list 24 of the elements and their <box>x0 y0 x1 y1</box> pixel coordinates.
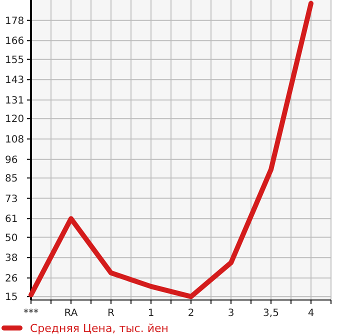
x-tick-label: 3 <box>228 308 234 319</box>
y-tick-label: 131 <box>5 96 24 106</box>
x-tick-label: 3,5 <box>263 308 279 319</box>
y-tick-label: 26 <box>5 273 18 284</box>
y-tick-label: 143 <box>5 75 24 86</box>
y-tick-label: 73 <box>5 194 18 205</box>
y-tick-label: 38 <box>5 253 18 264</box>
x-tick-label: 4 <box>308 308 314 319</box>
y-tick-label: 178 <box>5 16 24 27</box>
y-tick-label: 155 <box>5 54 24 66</box>
y-tick-label: 108 <box>5 134 24 146</box>
y-tick-label: 120 <box>5 114 24 126</box>
y-tick-label: 50 <box>5 232 18 244</box>
x-tick-label: 2 <box>188 308 194 319</box>
y-tick-label: 166 <box>5 36 24 48</box>
y-tick-label: 96 <box>5 154 18 166</box>
legend-label: Средняя Цена, тыс. йен <box>30 322 168 335</box>
y-tick-label: 61 <box>5 214 18 226</box>
x-tick-label: RA <box>64 308 78 319</box>
y-tick-label: 85 <box>5 173 18 184</box>
x-tick-label: 1 <box>148 308 154 319</box>
x-tick-label: *** <box>24 308 38 319</box>
y-tick-label: 15 <box>5 292 18 304</box>
x-tick-label: R <box>108 308 115 319</box>
